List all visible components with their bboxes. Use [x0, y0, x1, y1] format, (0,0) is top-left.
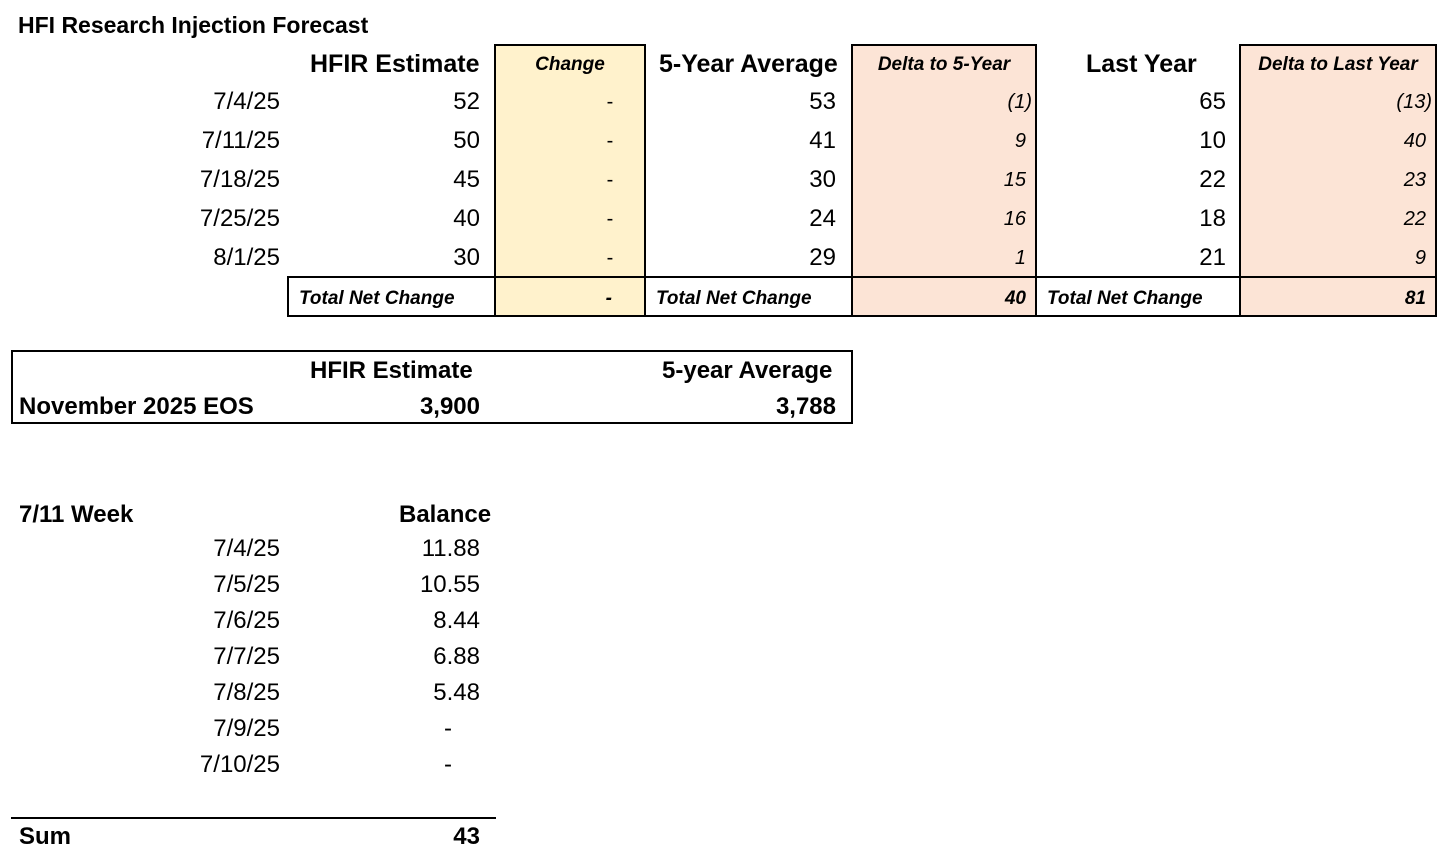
eos-average-header: 5-year Average [662, 357, 833, 384]
last-year-value: 18 [1199, 205, 1226, 232]
forecast-date: 7/11/25 [201, 127, 280, 154]
total-box-change [494, 276, 646, 317]
hfir-value: 52 [453, 88, 480, 115]
delta-five-year-column [851, 44, 1037, 317]
delta-five-value: 9 [1014, 130, 1026, 152]
change-value: - [606, 130, 614, 152]
header-delta-five-year: Delta to 5-Year [877, 54, 1011, 75]
delta-last-value: 9 [1414, 247, 1426, 269]
balance-date: 7/9/25 [213, 715, 280, 742]
hfir-value: 50 [453, 127, 480, 154]
balance-value: 10.55 [419, 571, 480, 598]
total-box-delta-last [1239, 276, 1437, 317]
total-delta-last-value: 81 [1404, 288, 1426, 309]
five-year-value: 29 [809, 244, 836, 271]
header-hfir-estimate: HFIR Estimate [310, 50, 480, 78]
balance-date: 7/4/25 [213, 535, 280, 562]
balance-value: 8.44 [433, 607, 480, 634]
delta-last-value: (13) [1396, 91, 1432, 113]
header-five-year-average: 5-Year Average [659, 50, 838, 78]
forecast-date: 8/1/25 [213, 244, 280, 271]
header-last-year: Last Year [1086, 50, 1197, 78]
delta-last-value: 23 [1403, 169, 1426, 191]
total-delta-five-value: 40 [1004, 288, 1026, 309]
change-value: - [606, 247, 614, 269]
eos-summary-box [11, 350, 853, 424]
balance-date: 7/7/25 [213, 643, 280, 670]
last-year-value: 21 [1199, 244, 1226, 271]
forecast-date: 7/18/25 [199, 166, 280, 193]
delta-five-value: 16 [1003, 208, 1026, 230]
hfir-value: 30 [453, 244, 480, 271]
sum-divider [11, 817, 496, 819]
balance-value: 6.88 [433, 643, 480, 670]
last-year-value: 10 [1199, 127, 1226, 154]
balance-value: 5.48 [433, 679, 480, 706]
balance-date: 7/5/25 [213, 571, 280, 598]
five-year-value: 53 [809, 88, 836, 115]
header-change: Change [535, 54, 605, 75]
total-box-delta-five [851, 276, 1037, 317]
five-year-value: 30 [809, 166, 836, 193]
sum-value: 43 [453, 823, 480, 850]
hfir-value: 40 [453, 205, 480, 232]
total-net-change-label: Total Net Change [1047, 288, 1203, 309]
balance-value: - [444, 715, 452, 742]
delta-five-value: 15 [1003, 169, 1026, 191]
sum-label: Sum [19, 823, 72, 850]
header-delta-last-year: Delta to Last Year [1258, 54, 1418, 75]
delta-last-value: 40 [1403, 130, 1426, 152]
balance-date: 7/6/25 [213, 607, 280, 634]
page-title: HFI Research Injection Forecast [18, 12, 369, 38]
hfir-value: 45 [453, 166, 480, 193]
total-net-change-label: Total Net Change [656, 288, 812, 309]
five-year-value: 24 [809, 205, 836, 232]
forecast-date: 7/4/25 [213, 88, 280, 115]
total-net-change-label: Total Net Change [299, 288, 455, 309]
balance-date: 7/10/25 [199, 751, 280, 778]
change-value: - [606, 91, 614, 113]
eos-hfir-value: 3,900 [419, 393, 480, 420]
balance-date: 7/8/25 [213, 679, 280, 706]
delta-last-value: 22 [1403, 208, 1426, 230]
last-year-value: 65 [1199, 88, 1226, 115]
delta-five-value: 1 [1014, 247, 1026, 269]
week-label: 7/11 Week [19, 501, 134, 528]
eos-row-label: November 2025 EOS [19, 393, 254, 420]
eos-hfir-header: HFIR Estimate [310, 357, 473, 384]
eos-average-value: 3,788 [775, 393, 836, 420]
total-change-value: - [605, 288, 612, 309]
balance-header: Balance [399, 501, 492, 528]
last-year-value: 22 [1199, 166, 1226, 193]
balance-value: - [444, 751, 452, 778]
change-column [494, 44, 646, 317]
change-value: - [606, 208, 614, 230]
forecast-date: 7/25/25 [199, 205, 280, 232]
balance-value: 11.88 [421, 535, 480, 562]
change-value: - [606, 169, 614, 191]
delta-five-value: (1) [1007, 91, 1032, 113]
five-year-value: 41 [809, 127, 836, 154]
